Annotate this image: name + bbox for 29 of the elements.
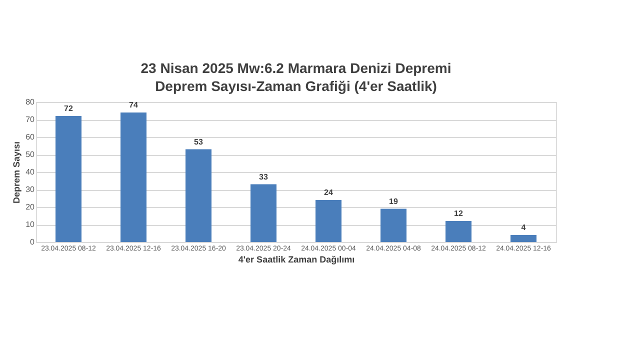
y-tick-label: 70 [26,115,36,124]
bar [380,208,406,242]
y-tick-label: 20 [26,202,36,212]
y-tick-label: 80 [26,98,36,106]
data-label: 74 [129,100,138,110]
bar [316,200,342,242]
y-tick-label: 40 [26,168,36,176]
data-label: 4 [521,223,526,232]
data-label: 19 [389,196,398,206]
data-label: 33 [259,172,268,182]
bar [250,184,276,242]
data-label: 53 [194,137,204,146]
y-axis-title: Deprem Sayısı [12,141,22,204]
bar [186,149,212,242]
y-tick-label: 60 [26,132,36,142]
y-tick-label: 0 [30,238,36,246]
data-label: 24 [324,188,334,197]
data-label: 12 [454,209,464,218]
bar [510,235,536,242]
bar [120,112,146,242]
chart-subtitle: Deprem Sayısı-Zaman Grafiği (4'er Saatlik) [155,78,437,94]
y-tick-label: 10 [26,220,36,229]
x-axis-title: 4'er Saatlik Zaman Dağılımı [238,254,355,264]
bar [446,221,472,242]
bar [56,116,82,242]
y-tick-label: 30 [26,185,36,194]
chart-title: 23 Nisan 2025 Mw:6.2 Marmara Denizi Depremi [140,60,452,76]
data-label: 72 [64,104,74,113]
y-tick-label: 50 [26,150,36,159]
